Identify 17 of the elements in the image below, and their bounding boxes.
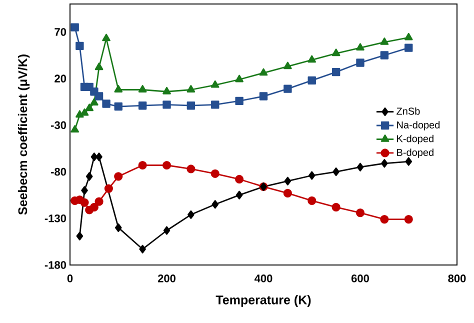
y-axis-title: Seebecm coefficient (μV/K) <box>18 54 30 215</box>
x-tick-label: 800 <box>448 274 466 282</box>
x-tick-label: 0 <box>67 274 73 282</box>
y-tick-label: -130 <box>44 214 66 222</box>
x-tick-label: 200 <box>158 274 176 282</box>
legend-label: K-doped <box>397 134 434 144</box>
legend-label: Na-doped <box>397 121 440 130</box>
y-tick-label: 70 <box>54 28 66 36</box>
legend-label: B-doped <box>397 148 434 158</box>
y-tick-label: -180 <box>44 261 66 269</box>
legend-label: ZnSb <box>396 107 420 115</box>
x-tick-label: 400 <box>254 274 272 282</box>
x-axis-title: Temperature (K) <box>216 295 311 307</box>
y-tick-label: 20 <box>54 74 66 82</box>
y-tick-label: -30 <box>51 121 66 130</box>
y-tick-label: -80 <box>51 168 66 176</box>
x-tick-label: 600 <box>351 274 369 282</box>
